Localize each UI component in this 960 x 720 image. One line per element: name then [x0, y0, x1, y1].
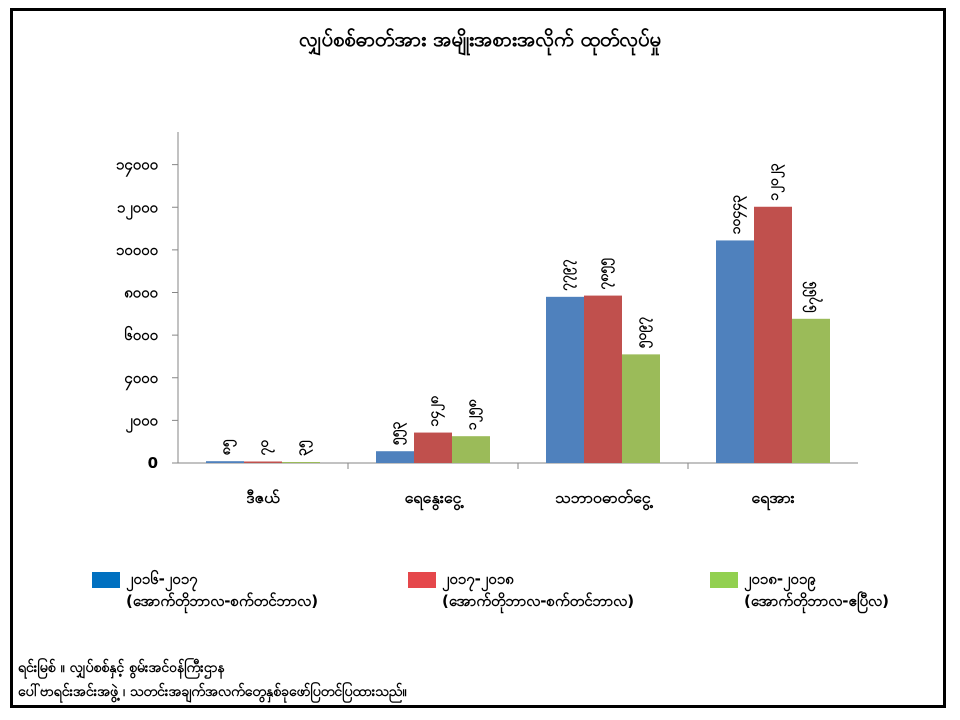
- bar-3-2: [452, 436, 490, 463]
- bar-3-1: [282, 462, 320, 463]
- bar-1-3: [546, 296, 584, 463]
- bar-1-2: [376, 451, 414, 463]
- bar-1-4: [716, 240, 754, 463]
- y-tick-label: ၂၀၀၀: [125, 411, 158, 433]
- legend-series-2-note: (အောက်တိုဘာလ-စက်တင်ဘာလ): [442, 592, 635, 610]
- x-tick-label: ရေအား: [751, 488, 794, 511]
- data-label: ၅၅၃: [388, 421, 407, 445]
- x-tick-label: သဘာဝဓာတ်ငွေ့: [555, 488, 653, 511]
- data-label: ၈၅: [218, 438, 237, 455]
- data-label: ၁၀၄၄၃: [728, 195, 747, 235]
- legend-series-1-name: ၂၀၁၆-၂၀၁၇: [126, 570, 198, 588]
- legend-series-2-name: ၂၀၁၇-၂၀၁၈: [442, 570, 514, 588]
- data-label: ၇၀: [256, 439, 275, 456]
- data-label: ၁၂၅၈: [464, 399, 483, 431]
- x-tick-label: ဒီဇယ်: [246, 488, 281, 507]
- data-label: ၁၂၀၂၃: [766, 163, 785, 201]
- bar-3-4: [792, 318, 830, 463]
- bar-2-2: [414, 432, 452, 463]
- y-tick-label: ၁၄၀၀၀: [116, 156, 159, 178]
- source-note: ရင်းမြစ် ။ လျှပ်စစ်နှင့် စွမ်းအင်ဝန်ကြီး…: [18, 656, 407, 704]
- data-label: ၃၅: [294, 439, 313, 456]
- y-tick-label: ၄၀၀၀: [124, 369, 158, 391]
- data-label: ၅၀၉၇: [634, 316, 653, 349]
- legend-series-3-note: (အောက်တိုဘာလ-ဧပြီလ): [744, 592, 889, 610]
- chart-title: လျှပ်စစ်ဓာတ်အား အမျိုးအစားအလိုက် ထုတ်လုပ…: [298, 27, 661, 51]
- bar-1-1: [206, 461, 244, 463]
- legend-series-3-name: ၂၀၁၈-၂၀၁၉: [744, 570, 816, 588]
- legend-label-series-2: ၂၀၁၇-၂၀၁၈ (အောက်တိုဘာလ-စက်တင်ဘာလ): [442, 568, 634, 612]
- y-tick-label: ၁၀၀၀၀: [116, 241, 159, 259]
- data-label: ၇၇၉၇: [558, 258, 577, 291]
- x-tick-label: ရေနွေးငွေ့: [405, 488, 465, 511]
- bar-2-4: [754, 206, 792, 463]
- y-tick-label: 0: [148, 454, 158, 472]
- legend-series-1-note: (အောက်တိုဘာလ-စက်တင်ဘာလ): [126, 592, 319, 610]
- legend-label-series-1: ၂၀၁၆-၂၀၁၇ (အောက်တိုဘာလ-စက်တင်ဘာလ): [126, 568, 318, 612]
- bar-2-3: [584, 295, 622, 463]
- y-tick-label: ၆၀၀၀: [124, 325, 158, 344]
- data-label: ၆၇၆၆: [803, 280, 823, 313]
- legend-swatch-series-1: [92, 572, 120, 588]
- data-label: ၁၄၂၈: [426, 395, 445, 427]
- source-line-1: ရင်းမြစ် ။ လျှပ်စစ်နှင့် စွမ်းအင်ဝန်ကြီး…: [18, 660, 225, 676]
- y-tick-label: ၈၀၀၀: [124, 284, 158, 302]
- legend-swatch-series-2: [408, 572, 436, 588]
- legend-label-series-3: ၂၀၁၈-၂၀၁၉ (အောက်တိုဘာလ-ဧပြီလ): [744, 568, 889, 612]
- source-line-2: ပေါ်ဗာရင်းအင်းအဖွဲ့ ၊ သတင်းအချက်အလက်တွေန…: [18, 684, 407, 700]
- data-label: ၇၈၅၅: [596, 257, 615, 290]
- legend-swatch-series-3: [710, 572, 738, 588]
- bar-2-1: [244, 461, 282, 463]
- bar-3-3: [622, 354, 660, 463]
- chart-frame: [10, 8, 946, 708]
- y-tick-label: ၁၂၀၀၀: [117, 198, 159, 220]
